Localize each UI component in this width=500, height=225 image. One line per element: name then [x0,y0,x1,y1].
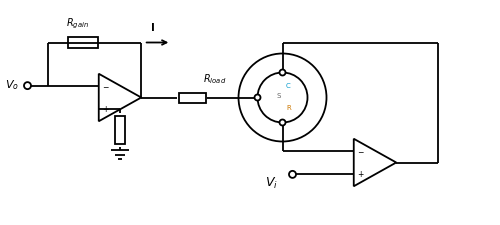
Text: $-$: $-$ [357,146,365,155]
Circle shape [289,171,296,178]
Text: $+$: $+$ [357,169,365,179]
Text: $R_{gain}$: $R_{gain}$ [66,17,89,32]
Text: S: S [276,93,280,99]
Text: R: R [286,104,291,110]
Bar [68,38,98,47]
Circle shape [280,119,285,126]
Text: $V_i$: $V_i$ [265,176,278,191]
Bar [115,116,125,144]
Text: $+$: $+$ [102,104,110,114]
Circle shape [24,82,31,89]
Circle shape [280,70,285,76]
Bar [179,92,206,103]
Text: $R_{load}$: $R_{load}$ [204,73,227,86]
Text: $-$: $-$ [102,81,110,90]
Text: $\mathbf{I}$: $\mathbf{I}$ [150,21,155,33]
Text: $V_o$: $V_o$ [5,78,19,92]
Circle shape [254,94,260,101]
Text: C: C [286,83,291,90]
